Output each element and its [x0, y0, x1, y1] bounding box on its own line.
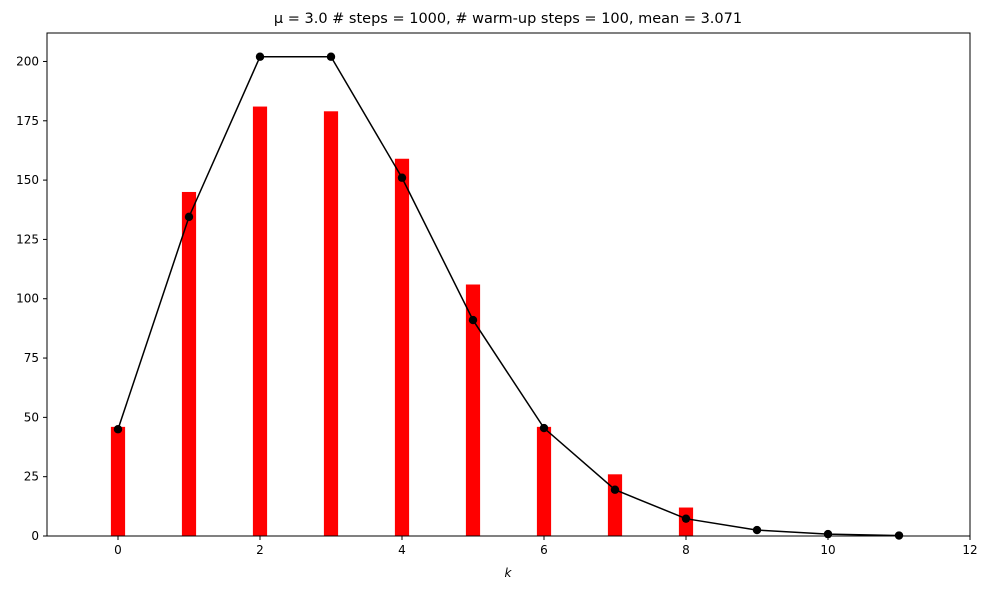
y-tick-label: 100 [16, 292, 39, 306]
x-tick-label: 0 [114, 543, 122, 557]
plot-frame [46, 32, 971, 537]
bar-k-5 [465, 284, 481, 536]
y-tick-label: 175 [16, 114, 39, 128]
x-tick-label: 12 [962, 543, 977, 557]
line-point-k-9 [752, 525, 762, 535]
x-tick-label: 8 [682, 543, 690, 557]
bar-k-1 [181, 191, 197, 536]
line-point-k-6 [539, 423, 549, 433]
line-point-k-1 [184, 212, 194, 222]
line-point-k-0 [113, 425, 123, 434]
x-tick-label: 2 [256, 543, 264, 557]
x-tick-label: 4 [398, 543, 406, 557]
y-tick-label: 200 [16, 54, 39, 68]
chart-title: μ = 3.0 # steps = 1000, # warm-up steps … [274, 11, 742, 27]
bar-k-7 [607, 474, 623, 536]
bar-k-6 [536, 426, 552, 536]
line-point-k-3 [326, 52, 336, 61]
y-tick-label: 0 [31, 529, 39, 543]
x-axis-label: k [505, 566, 513, 580]
line-point-k-4 [397, 173, 407, 182]
line-point-k-7 [610, 485, 620, 494]
line-layer [113, 52, 904, 540]
y-tick-label: 25 [24, 470, 39, 484]
bar-k-4 [394, 158, 410, 536]
y-tick-label: 50 [24, 410, 39, 424]
y-tick-label: 75 [24, 351, 39, 365]
axes-layer: 0 2 4 6 8 10 12 0 25 50 75 100 125 150 175 200 [16, 32, 978, 557]
line-point-k-8 [681, 514, 691, 523]
line-point-k-2 [255, 52, 265, 61]
y-tick-label: 125 [16, 232, 39, 246]
bar-k-2 [252, 106, 268, 537]
line-point-k-5 [468, 315, 478, 325]
x-tick-label: 10 [820, 543, 835, 557]
expected-line [117, 55, 900, 537]
y-tick-label: 150 [16, 173, 39, 187]
bar-k-3 [323, 111, 339, 536]
x-tick-label: 6 [540, 543, 548, 557]
bars-layer [110, 106, 694, 537]
bar-k-0 [110, 426, 126, 536]
